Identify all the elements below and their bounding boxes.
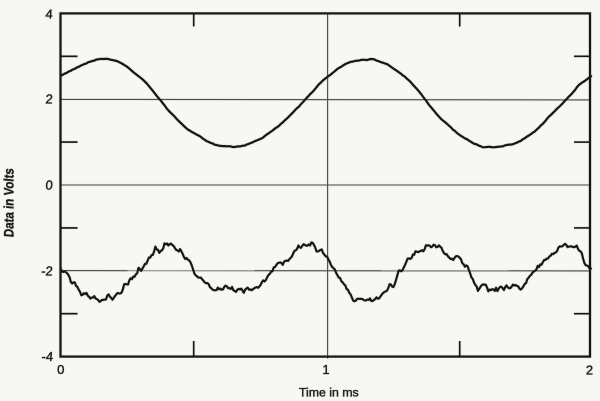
- svg-text:2: 2: [45, 92, 53, 107]
- svg-text:0: 0: [45, 178, 53, 193]
- svg-text:0: 0: [57, 362, 64, 377]
- svg-text:Data in Volts: Data in Volts: [1, 167, 17, 237]
- svg-text:-2: -2: [41, 264, 54, 279]
- svg-text:Time in ms: Time in ms: [299, 386, 359, 400]
- svg-text:1: 1: [322, 362, 329, 377]
- svg-text:4: 4: [45, 6, 53, 21]
- svg-text:-4: -4: [41, 349, 54, 364]
- svg-text:2: 2: [586, 362, 593, 377]
